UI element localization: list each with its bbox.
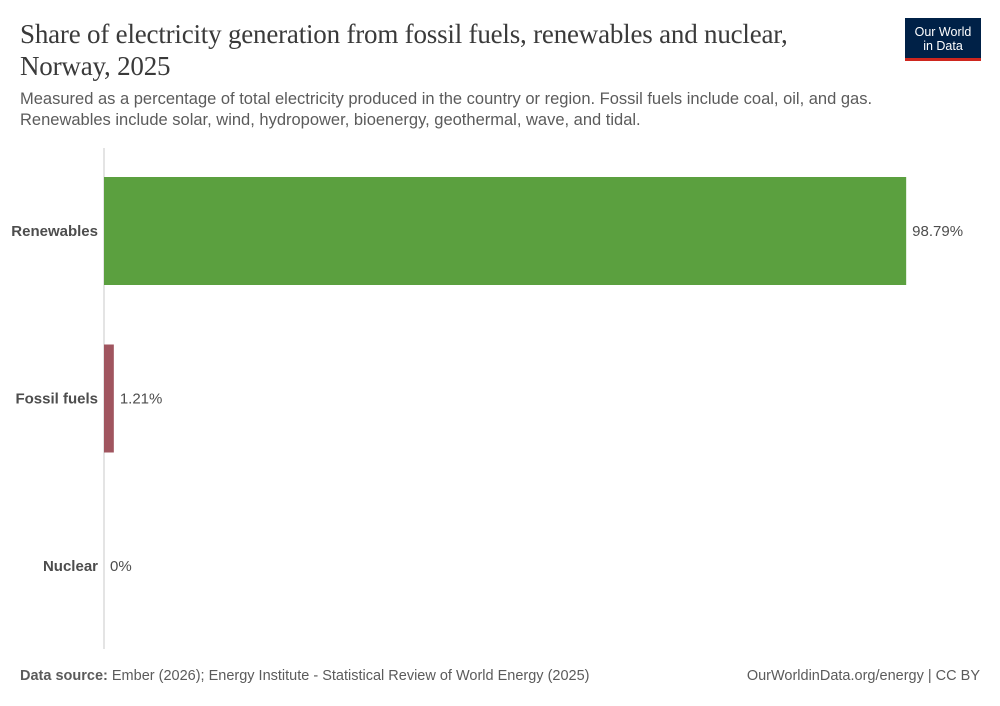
chart-title: Share of electricity generation from fos…	[20, 19, 788, 81]
site-link[interactable]: OurWorldinData.org/energy	[746, 668, 924, 684]
logo-line-2: in Data	[923, 39, 963, 53]
value-label: 98.79%	[912, 223, 963, 240]
category-label: Nuclear	[43, 558, 98, 575]
bar-fossil-fuels[interactable]	[104, 344, 114, 453]
value-label: 0%	[110, 558, 132, 575]
data-source-text[interactable]: Ember (2026); Energy Institute - Statist…	[111, 668, 590, 684]
license-link[interactable]: | CC BY	[927, 668, 980, 684]
bar-renewables[interactable]	[104, 177, 907, 285]
data-source: Data source: Ember (2026); Energy Instit…	[20, 668, 590, 684]
category-label: Fossil fuels	[15, 391, 98, 408]
bar-chart: Renewables 98.79% Fossil fuels 1.21% Nuclear…	[11, 148, 963, 649]
owid-logo[interactable]: Our World in Data	[905, 18, 981, 61]
data-source-label: Data source:	[20, 668, 108, 684]
footer-credits: OurWorldinData.org/energy | CC BY	[747, 668, 980, 684]
value-label: 1.21%	[120, 391, 163, 408]
category-label: Renewables	[11, 223, 98, 240]
logo-line-1: Our World	[914, 25, 972, 39]
chart-subtitle: Measured as a percentage of total electr…	[20, 89, 970, 131]
subtitle-line-2: Renewables include solar, wind, hydropow…	[20, 111, 641, 129]
subtitle-line-1: Measured as a percentage of total electr…	[20, 90, 873, 108]
